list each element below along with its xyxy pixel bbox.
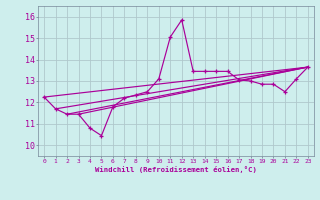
X-axis label: Windchill (Refroidissement éolien,°C): Windchill (Refroidissement éolien,°C) (95, 166, 257, 173)
